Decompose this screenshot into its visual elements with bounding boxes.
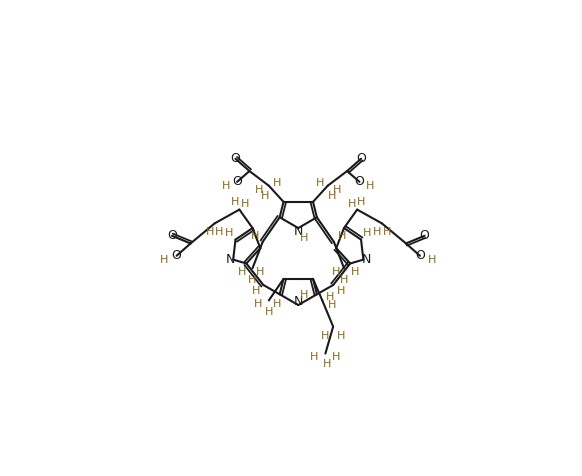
Text: H: H [337, 331, 345, 341]
Text: H: H [332, 267, 340, 277]
Text: H: H [272, 178, 281, 188]
Text: H: H [300, 233, 308, 243]
Text: H: H [251, 286, 260, 296]
Text: H: H [357, 197, 365, 207]
Text: H: H [249, 275, 257, 285]
Text: O: O [354, 175, 364, 188]
Text: H: H [231, 197, 240, 207]
Text: H: H [160, 256, 168, 266]
Text: H: H [251, 231, 259, 241]
Text: H: H [240, 199, 249, 209]
Text: H: H [373, 227, 382, 237]
Text: H: H [338, 231, 346, 241]
Text: H: H [321, 331, 329, 341]
Text: H: H [328, 191, 336, 201]
Text: H: H [332, 352, 340, 362]
Text: H: H [265, 307, 273, 317]
Text: H: H [237, 267, 246, 277]
Text: H: H [215, 227, 223, 237]
Text: H: H [363, 228, 371, 238]
Text: H: H [254, 299, 262, 309]
Text: H: H [300, 290, 308, 300]
Text: O: O [356, 152, 366, 165]
Text: H: H [351, 267, 359, 277]
Text: H: H [326, 292, 334, 302]
Text: H: H [261, 191, 269, 201]
Text: N: N [293, 225, 303, 238]
Text: H: H [337, 286, 345, 296]
Text: H: H [225, 228, 233, 238]
Text: H: H [347, 199, 356, 209]
Text: O: O [232, 175, 242, 188]
Text: N: N [293, 296, 303, 308]
Text: O: O [420, 229, 430, 242]
Text: H: H [272, 299, 281, 309]
Text: O: O [172, 249, 182, 262]
Text: H: H [206, 227, 214, 237]
Text: O: O [230, 152, 240, 165]
Text: H: H [310, 352, 319, 362]
Text: H: H [340, 275, 348, 285]
Text: H: H [428, 256, 436, 266]
Text: N: N [362, 253, 371, 266]
Text: H: H [328, 300, 336, 310]
Text: H: H [333, 185, 341, 195]
Text: N: N [225, 253, 235, 266]
Text: H: H [323, 359, 331, 369]
Text: H: H [255, 185, 264, 195]
Text: H: H [256, 267, 264, 277]
Text: H: H [222, 181, 230, 191]
Text: O: O [167, 229, 177, 242]
Text: O: O [415, 249, 425, 262]
Text: H: H [366, 181, 375, 191]
Text: H: H [382, 227, 391, 237]
Text: H: H [316, 178, 324, 188]
